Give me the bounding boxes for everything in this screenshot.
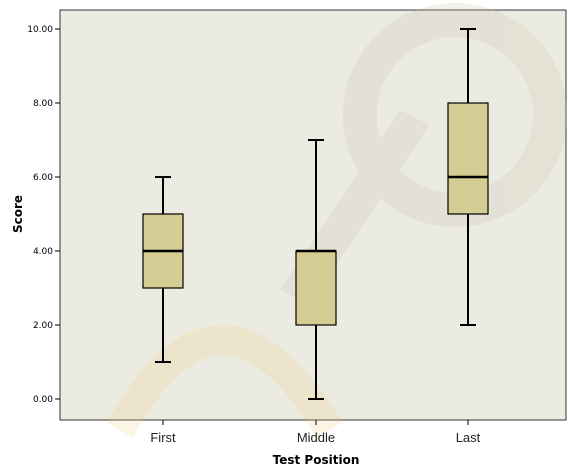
y-axis: 0.00 2.00 4.00 6.00 8.00 10.00 [27, 25, 60, 405]
box-group-last [447, 28, 489, 326]
box-group-first [142, 176, 184, 363]
iqr-box [447, 102, 489, 215]
box-group-middle [295, 139, 337, 400]
y-tick-label: 2.00 [33, 321, 53, 331]
y-tick-label: 4.00 [33, 247, 53, 257]
y-tick-label: 0.00 [33, 395, 53, 405]
boxes [142, 28, 489, 400]
y-tick-label: 6.00 [33, 173, 53, 183]
x-tick-label: First [150, 430, 176, 445]
x-tick-label: Middle [297, 430, 335, 445]
y-tick-label: 8.00 [33, 99, 53, 109]
x-axis-title: Test Position [273, 453, 360, 467]
x-tick-label: Last [456, 430, 481, 445]
y-tick-label: 10.00 [27, 25, 53, 35]
y-axis-title: Score [11, 195, 25, 233]
iqr-box [295, 250, 337, 326]
x-axis: First Middle Last [150, 420, 481, 445]
